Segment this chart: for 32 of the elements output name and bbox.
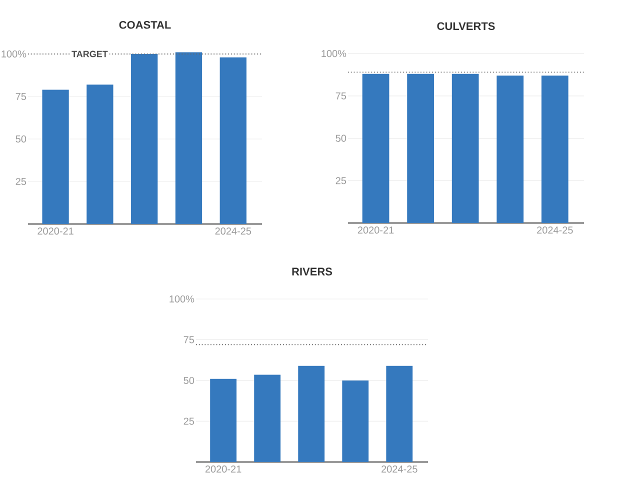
y-tick-label: 75	[16, 92, 26, 100]
bar	[298, 366, 325, 462]
y-tick-label: 25	[336, 177, 346, 184]
y-tick-label: 100%	[2, 50, 26, 58]
bar	[342, 380, 369, 462]
y-tick-label: 50	[336, 134, 346, 142]
bar	[210, 378, 237, 462]
y-tick-label: 25	[184, 418, 194, 425]
y-tick-label: 25	[16, 178, 26, 186]
x-tick-label: 2020-21	[38, 228, 74, 235]
bar	[254, 374, 281, 462]
x-tick-label: 2024-25	[537, 226, 573, 234]
bar	[86, 84, 114, 224]
y-tick-label: 75	[336, 92, 346, 100]
bar	[131, 54, 158, 224]
ref-line-label: TARGET	[72, 50, 108, 58]
x-tick-label: 2024-25	[382, 466, 418, 473]
y-tick-label: 50	[184, 376, 194, 384]
y-tick-label: 100%	[322, 50, 346, 58]
x-tick-label: 2020-21	[358, 226, 394, 234]
chart-title: COASTAL	[119, 20, 171, 29]
chart-title: CULVERTS	[437, 22, 495, 30]
x-tick-label: 2020-21	[205, 466, 242, 473]
bar	[386, 366, 413, 462]
chart-title: RIVERS	[292, 268, 332, 276]
bar	[175, 52, 202, 224]
y-tick-label: 75	[184, 336, 194, 344]
y-tick-label: 50	[16, 135, 26, 143]
bar	[220, 57, 246, 224]
x-tick-label: 2024-25	[215, 228, 252, 235]
y-tick-label: 100%	[170, 295, 194, 303]
bar	[42, 90, 69, 224]
